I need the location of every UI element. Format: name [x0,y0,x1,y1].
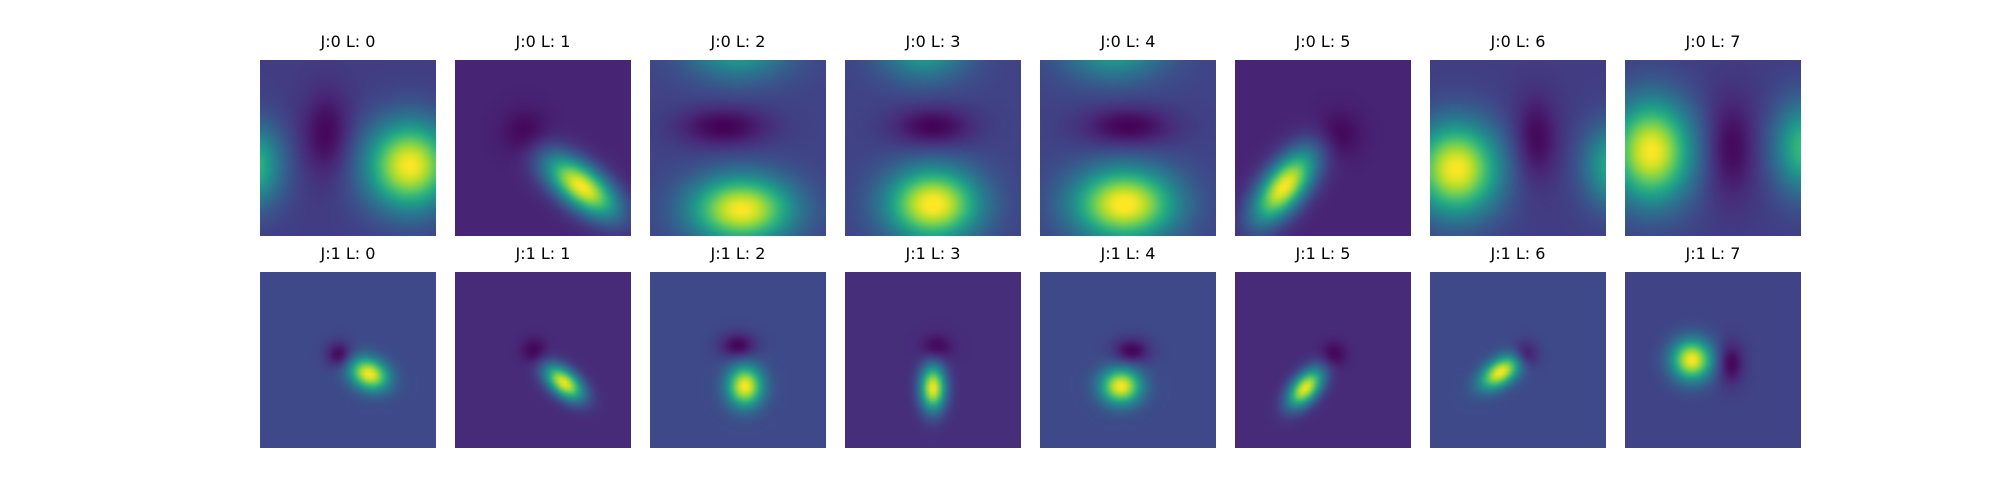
heatmap-panel: J:1 L: 1 [455,244,631,448]
heatmap-image [260,272,436,448]
heatmap-panel: J:0 L: 0 [260,32,436,236]
panel-title: J:1 L: 4 [1100,244,1156,263]
panel-title: J:0 L: 0 [320,32,376,51]
panel-title: J:1 L: 6 [1490,244,1546,263]
heatmap-image [1430,60,1606,236]
heatmap-image [1430,272,1606,448]
panel-title: J:0 L: 7 [1685,32,1741,51]
panel-title: J:0 L: 3 [905,32,961,51]
heatmap-image [650,60,826,236]
heatmap-panel: J:1 L: 0 [260,244,436,448]
panel-title: J:1 L: 1 [515,244,571,263]
heatmap-panel: J:0 L: 6 [1430,32,1606,236]
panel-title: J:1 L: 7 [1685,244,1741,263]
panel-title: J:0 L: 1 [515,32,571,51]
panel-title: J:0 L: 2 [710,32,766,51]
panel-title: J:1 L: 0 [320,244,376,263]
panel-title: J:1 L: 2 [710,244,766,263]
heatmap-image [1235,60,1411,236]
heatmap-image [845,272,1021,448]
heatmap-panel: J:1 L: 4 [1040,244,1216,448]
heatmap-image [455,60,631,236]
heatmap-image [650,272,826,448]
heatmap-image [260,60,436,236]
heatmap-panel: J:0 L: 7 [1625,32,1801,236]
heatmap-panel: J:1 L: 2 [650,244,826,448]
heatmap-panel: J:0 L: 2 [650,32,826,236]
heatmap-panel: J:0 L: 3 [845,32,1021,236]
heatmap-image [1235,272,1411,448]
panel-title: J:0 L: 4 [1100,32,1156,51]
heatmap-panel: J:1 L: 6 [1430,244,1606,448]
heatmap-image [845,60,1021,236]
heatmap-panel: J:0 L: 4 [1040,32,1216,236]
heatmap-panel: J:1 L: 3 [845,244,1021,448]
heatmap-panel: J:1 L: 7 [1625,244,1801,448]
panel-title: J:1 L: 3 [905,244,961,263]
heatmap-image [1625,272,1801,448]
panel-title: J:1 L: 5 [1295,244,1351,263]
heatmap-panel: J:0 L: 1 [455,32,631,236]
heatmap-image [1040,60,1216,236]
panel-title: J:0 L: 6 [1490,32,1546,51]
panel-title: J:0 L: 5 [1295,32,1351,51]
heatmap-panel: J:0 L: 5 [1235,32,1411,236]
heatmap-image [1625,60,1801,236]
heatmap-image [1040,272,1216,448]
heatmap-panel: J:1 L: 5 [1235,244,1411,448]
heatmap-image [455,272,631,448]
